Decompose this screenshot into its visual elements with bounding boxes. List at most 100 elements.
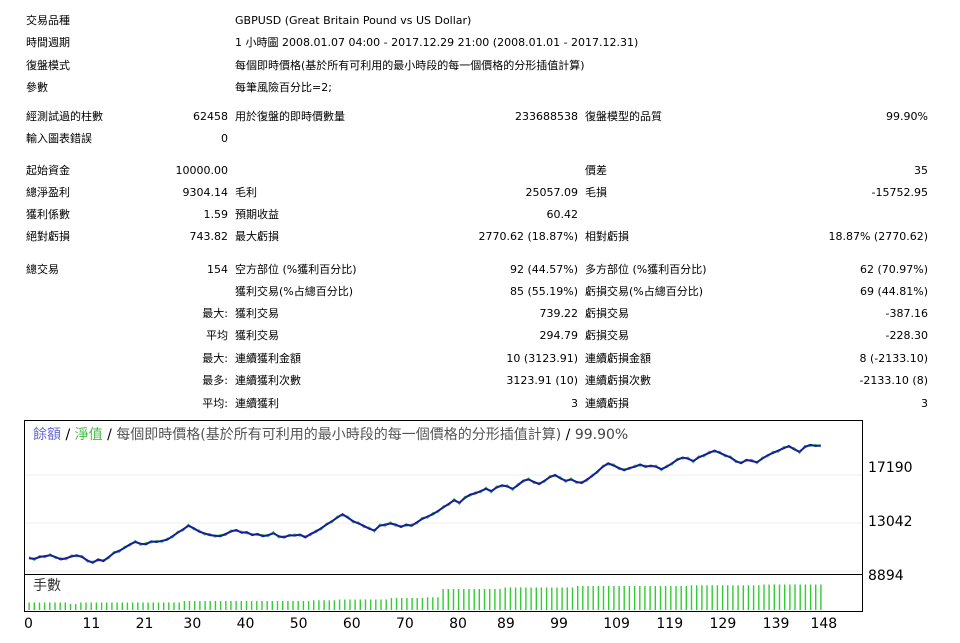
- volume-bar: [442, 589, 444, 610]
- volume-bar: [483, 589, 486, 610]
- volume-bar: [380, 599, 382, 610]
- volume-bar: [587, 586, 589, 610]
- x-tick: 0: [24, 616, 33, 632]
- volume-bar: [649, 586, 651, 610]
- volume-bar: [747, 585, 750, 611]
- x-tick: 89: [496, 616, 515, 632]
- volume-bar: [778, 584, 781, 610]
- x-tick: 11: [82, 616, 101, 632]
- balance-chart-svg: [25, 443, 862, 572]
- volume-bar: [535, 587, 537, 610]
- symbol-value: GBPUSD (Great Britain Pound vs US Dollar…: [235, 14, 472, 27]
- volume-bar: [437, 597, 439, 611]
- volume-bar: [613, 586, 615, 610]
- max-consec-wins-label: 連續獲利金額: [235, 352, 301, 365]
- volume-bar: [142, 602, 144, 610]
- quality-label: 復盤模型的品質: [585, 110, 662, 123]
- volume-bar: [131, 602, 134, 610]
- abs-drawdown-label: 絕對虧損: [26, 230, 70, 243]
- volume-bar: [716, 585, 719, 611]
- volume-bar: [54, 602, 56, 610]
- volume-bar: [804, 584, 807, 610]
- max-consec-prefix: 最大:: [202, 352, 228, 365]
- volume-bar: [670, 586, 672, 610]
- volume-bar: [566, 587, 568, 610]
- net-profit-label: 總淨盈利: [26, 186, 70, 199]
- max-drawdown-value: 2770.62 (18.87%): [478, 230, 578, 243]
- quality-value: 99.90%: [886, 110, 928, 123]
- volume-bar: [173, 602, 175, 610]
- errors-label: 輸入圖表錯誤: [26, 132, 92, 145]
- volume-bar: [820, 584, 822, 610]
- volume-bar: [318, 600, 320, 611]
- volume-bar: [137, 602, 139, 610]
- volume-bar: [178, 602, 180, 610]
- volume-bar: [525, 587, 527, 610]
- volume-bar: [623, 586, 625, 610]
- volume-bar: [799, 584, 801, 610]
- bars-value: 62458: [193, 110, 228, 123]
- volume-label: 手數: [33, 578, 61, 594]
- volume-bar: [333, 600, 336, 611]
- volume-bar: [711, 585, 713, 611]
- max-consec-losses-label: 連續虧損金額: [585, 352, 651, 365]
- volume-bar: [556, 587, 558, 610]
- gross-profit-label: 毛利: [235, 186, 257, 199]
- volume-bar: [571, 587, 574, 610]
- volume-bar: [385, 599, 387, 610]
- volume-bar: [359, 599, 361, 610]
- volume-bar: [654, 586, 656, 610]
- volume-bar: [639, 586, 641, 610]
- volume-bar: [457, 589, 460, 610]
- volume-bar: [644, 586, 646, 610]
- errors-value: 0: [221, 132, 228, 145]
- volume-bar: [90, 602, 92, 610]
- volume-bar: [261, 601, 263, 610]
- volume-bar: [214, 601, 217, 610]
- volume-bar: [256, 601, 258, 610]
- loss-trades-label: 虧損交易(%占總百分比): [585, 285, 704, 298]
- average-loss-value: -228.30: [885, 329, 928, 342]
- avg-consec-losses-value: 3: [921, 397, 928, 410]
- volume-bar: [602, 586, 605, 610]
- model-value: 每個即時價格(基於所有可利用的最小時段的每一個價格的分形插值計算): [235, 59, 585, 72]
- gross-loss-label: 毛損: [585, 186, 607, 199]
- volume-bar: [416, 598, 418, 610]
- y-tick-0: 17190: [868, 460, 913, 476]
- volume-bar: [75, 604, 77, 610]
- volume-bar: [313, 600, 315, 611]
- expected-payoff-label: 預期收益: [235, 208, 279, 221]
- volume-bar: [395, 598, 398, 610]
- volume-bar: [478, 589, 480, 610]
- volume-bar: [696, 585, 698, 611]
- volume-bar: [551, 587, 553, 610]
- volume-bar: [183, 601, 186, 610]
- volume-bar: [204, 601, 206, 610]
- abs-drawdown-value: 743.82: [189, 230, 229, 243]
- x-tick: 80: [449, 616, 467, 632]
- x-tick: 21: [135, 616, 154, 632]
- volume-bar: [763, 584, 765, 610]
- volume-bar: [406, 598, 408, 610]
- volume-bar: [701, 585, 703, 611]
- x-tick: 129: [709, 616, 737, 632]
- volume-bar: [608, 586, 610, 610]
- volume-bar: [706, 585, 708, 611]
- period-label: 時間週期: [26, 36, 70, 49]
- volume-bar: [209, 601, 211, 610]
- volume-bar: [633, 586, 636, 610]
- largest-loss-label: 虧損交易: [585, 307, 629, 320]
- volume-bar: [690, 585, 693, 611]
- largest-profit-label: 獲利交易: [235, 307, 279, 320]
- max-drawdown-label: 最大虧損: [235, 230, 279, 243]
- loss-trades-value: 69 (44.81%): [859, 285, 928, 298]
- params-label: 參數: [26, 81, 48, 94]
- volume-bar: [199, 601, 201, 610]
- volume-bar: [230, 601, 232, 610]
- volume-bar: [489, 589, 491, 610]
- volume-bar: [758, 585, 760, 611]
- volume-bar: [768, 584, 770, 610]
- volume-bar: [292, 601, 294, 610]
- volume-bar: [432, 597, 434, 611]
- volume-bar: [344, 599, 346, 610]
